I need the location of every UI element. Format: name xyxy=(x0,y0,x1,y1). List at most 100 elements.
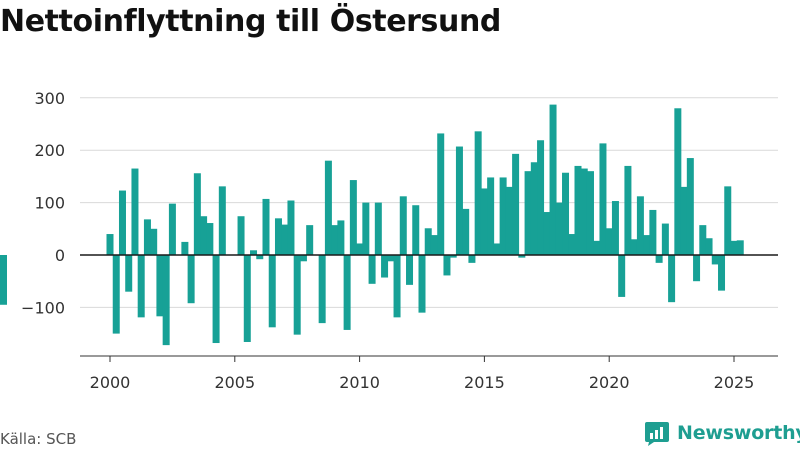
bar xyxy=(299,255,307,262)
bar xyxy=(318,255,326,324)
bar xyxy=(493,243,501,255)
bar xyxy=(730,240,738,255)
bar xyxy=(268,255,276,328)
bar xyxy=(274,218,282,255)
bar xyxy=(349,180,357,255)
y-tick-label: −100 xyxy=(21,298,65,317)
bar xyxy=(331,225,339,255)
bar xyxy=(406,255,414,285)
bar xyxy=(206,223,214,255)
bar xyxy=(693,255,701,282)
bar xyxy=(262,198,270,255)
bar xyxy=(343,255,351,330)
bar xyxy=(156,255,164,317)
bar xyxy=(0,255,7,305)
bar xyxy=(643,235,651,255)
bar xyxy=(649,209,657,255)
bar xyxy=(412,205,420,255)
bar xyxy=(368,255,376,284)
bar xyxy=(193,173,201,255)
bar xyxy=(711,255,719,265)
bar xyxy=(549,104,557,255)
bar xyxy=(618,255,626,297)
source-label: Källa: SCB xyxy=(0,430,77,448)
brand-logo[interactable]: Newsworthy xyxy=(644,419,800,447)
bar xyxy=(430,235,438,255)
bar xyxy=(387,255,395,262)
bar-series xyxy=(0,104,744,346)
bar xyxy=(568,234,576,255)
bar xyxy=(287,200,295,255)
bar xyxy=(381,255,389,278)
bar xyxy=(250,250,258,255)
y-tick-label: 0 xyxy=(55,246,65,265)
bar xyxy=(499,177,507,255)
y-tick-label: 200 xyxy=(34,141,65,160)
bar xyxy=(424,228,432,255)
bar xyxy=(518,255,526,258)
bar xyxy=(699,225,707,255)
bar xyxy=(281,224,289,255)
bar xyxy=(474,131,482,255)
bar xyxy=(125,255,133,292)
bar xyxy=(212,255,220,344)
bar xyxy=(599,143,607,255)
bar xyxy=(724,186,732,255)
bar xyxy=(437,133,445,255)
bar xyxy=(611,201,619,255)
bar xyxy=(162,255,170,346)
bar xyxy=(505,186,513,255)
bar xyxy=(362,202,370,255)
bar xyxy=(562,172,570,255)
newsworthy-logo-icon xyxy=(645,421,669,446)
bar xyxy=(150,228,158,255)
bar xyxy=(586,171,594,255)
y-tick-label: 300 xyxy=(34,89,65,108)
bar xyxy=(661,223,669,255)
bar xyxy=(443,255,451,276)
bar xyxy=(736,240,744,255)
x-tick-label: 2010 xyxy=(339,373,380,392)
bar xyxy=(524,171,532,255)
chart-title: Nettoinflyttning till Östersund xyxy=(0,4,501,39)
bar xyxy=(399,196,407,255)
bar xyxy=(530,162,538,255)
bar xyxy=(487,177,495,255)
bar xyxy=(537,140,545,255)
bar xyxy=(306,225,314,255)
bar xyxy=(718,255,726,291)
x-tick-label: 2015 xyxy=(464,373,505,392)
y-axis-ticks: −100 0 100 200 300 xyxy=(21,89,65,318)
bar xyxy=(462,208,470,255)
bar xyxy=(468,255,476,263)
bar xyxy=(143,219,151,255)
bar xyxy=(418,255,426,313)
bar xyxy=(106,234,114,255)
brand-name: Newsworthy xyxy=(677,422,800,444)
x-axis: 2000 2005 2010 2015 2020 2025 xyxy=(80,355,778,392)
x-tick-label: 2005 xyxy=(214,373,255,392)
bar xyxy=(337,220,345,255)
bar xyxy=(636,196,644,255)
bar xyxy=(449,255,457,258)
bar xyxy=(593,240,601,255)
bar xyxy=(218,186,226,255)
bar xyxy=(137,255,145,318)
bar xyxy=(181,241,189,255)
bar xyxy=(624,165,632,255)
x-tick-label: 2020 xyxy=(589,373,630,392)
bar xyxy=(112,255,120,334)
bar xyxy=(668,255,676,303)
bar xyxy=(686,158,694,255)
bar xyxy=(455,146,463,255)
bar xyxy=(293,255,301,335)
bar xyxy=(356,243,364,255)
bar xyxy=(237,216,245,255)
bar xyxy=(187,255,195,304)
bar xyxy=(324,160,332,255)
y-tick-label: 100 xyxy=(34,194,65,213)
bar xyxy=(655,255,663,263)
bar xyxy=(480,188,488,255)
bar xyxy=(543,212,551,255)
